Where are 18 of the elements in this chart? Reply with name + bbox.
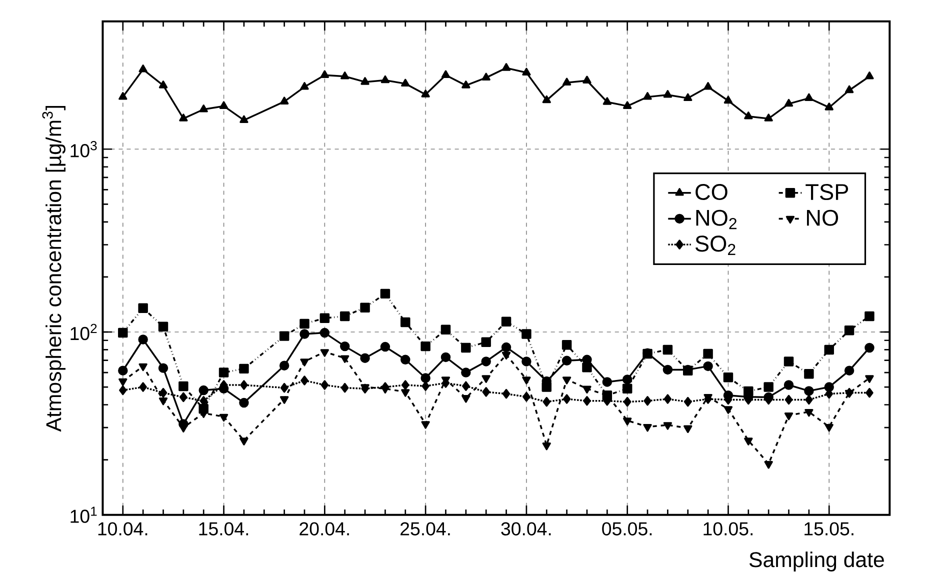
y-tick-label: 10$^{3}$	[70, 141, 97, 158]
legend-label: SO$_{2}$	[695, 236, 736, 256]
legend-label: NO	[807, 210, 838, 226]
x-tick-label: 15.04.	[199, 522, 248, 536]
legend-label: NO$_{2}$	[696, 210, 736, 230]
x-tick-label: 10.05.	[704, 522, 752, 536]
legend-label: TSP	[806, 184, 848, 200]
legend-label: CO	[696, 184, 728, 200]
x-tick-label: 20.04.	[300, 522, 349, 536]
x-tick-label: 15.05.	[804, 522, 854, 536]
y-tick-label: 10$^{2}$	[70, 324, 97, 340]
y-axis-title: Atmospheric concentration [µg/m$^{3}$]	[42, 106, 66, 432]
x-tick-label: 25.04.	[400, 522, 450, 536]
x-axis-title: Sampling date	[749, 552, 884, 572]
x-tick-label: 30.04.	[501, 522, 551, 536]
x-tick-label: 05.05.	[602, 522, 652, 536]
x-tick-label: 10.04.	[98, 522, 148, 536]
y-tick-label: 10$^{1}$	[70, 506, 97, 524]
